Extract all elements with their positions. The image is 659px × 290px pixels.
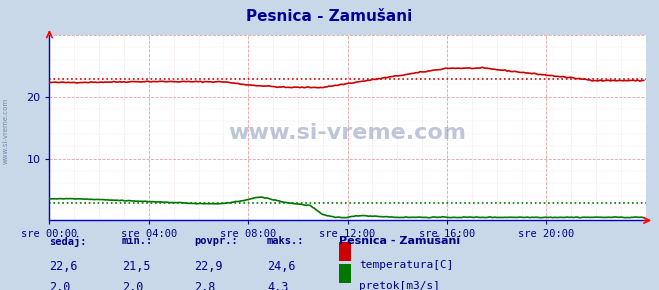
Text: 2,8: 2,8 [194,281,215,290]
Text: 2,0: 2,0 [122,281,143,290]
Text: min.:: min.: [122,236,153,246]
Text: Pesnica - Zamušani: Pesnica - Zamušani [339,236,461,246]
Text: maks.:: maks.: [267,236,304,246]
Text: temperatura[C]: temperatura[C] [359,260,453,269]
Text: Pesnica - Zamušani: Pesnica - Zamušani [246,9,413,24]
Text: sedaj:: sedaj: [49,236,87,247]
Text: povpr.:: povpr.: [194,236,238,246]
Text: 24,6: 24,6 [267,260,295,273]
Text: pretok[m3/s]: pretok[m3/s] [359,281,440,290]
Text: 4,3: 4,3 [267,281,288,290]
Text: www.si-vreme.com: www.si-vreme.com [229,123,467,143]
Text: 22,6: 22,6 [49,260,78,273]
Text: 22,9: 22,9 [194,260,223,273]
Text: 21,5: 21,5 [122,260,150,273]
Text: 2,0: 2,0 [49,281,71,290]
Text: www.si-vreme.com: www.si-vreme.com [2,97,9,164]
